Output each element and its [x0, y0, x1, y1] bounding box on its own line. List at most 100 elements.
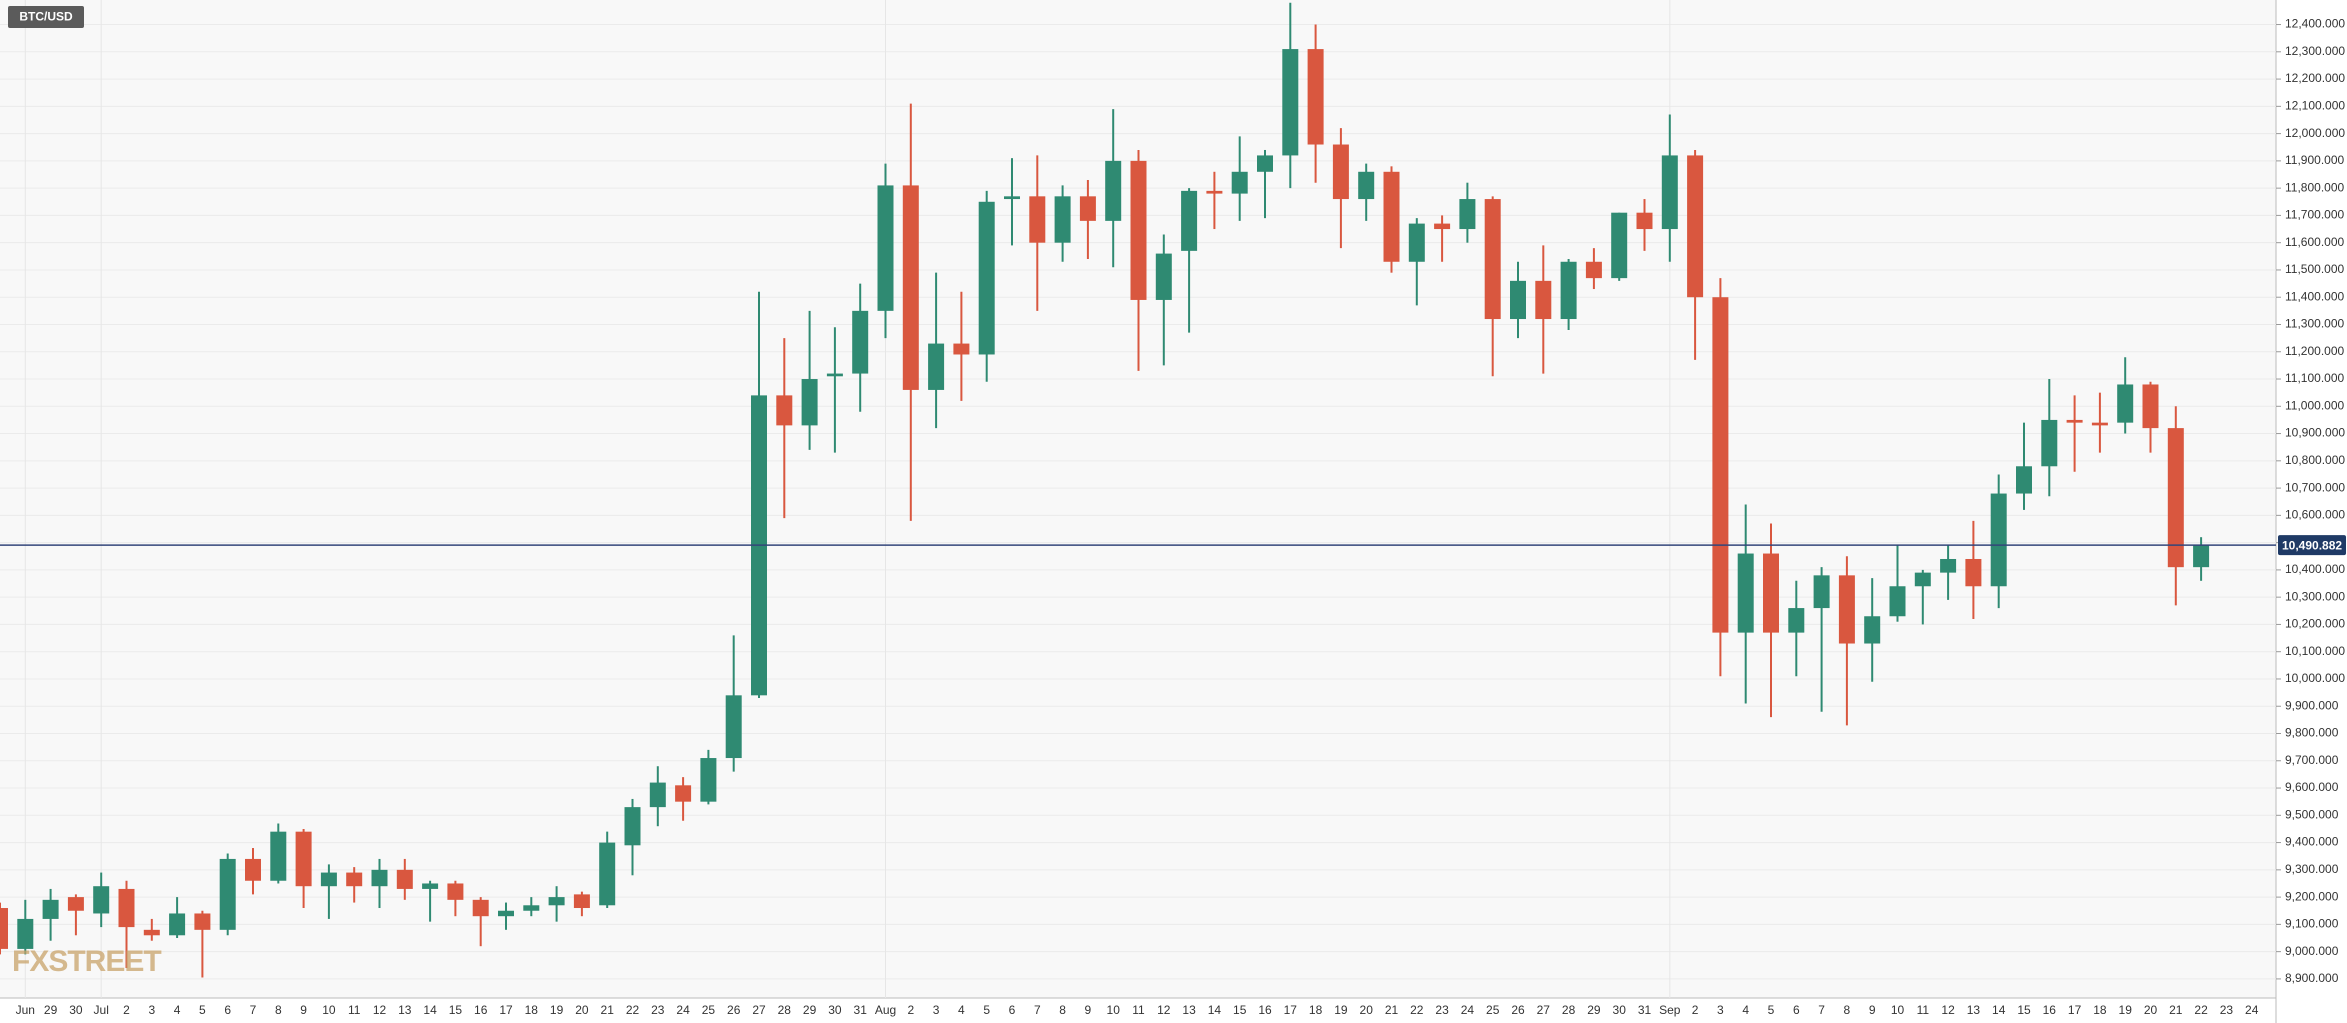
x-tick-label: 13 [1967, 1003, 1981, 1017]
candle-body [649, 782, 666, 808]
candle-body [1332, 144, 1349, 200]
candle-body [776, 395, 793, 426]
candle-body [1130, 160, 1147, 300]
candle-body [700, 758, 717, 802]
y-tick-label: 11,700.000 [2285, 208, 2344, 222]
candle-body [371, 869, 388, 887]
candle-body [1712, 297, 1729, 633]
candle-body [447, 883, 464, 900]
candle-body [1661, 155, 1678, 230]
y-tick-label: 10,100.000 [2285, 644, 2345, 658]
candle-body [17, 918, 34, 949]
candle-body [1257, 155, 1273, 172]
x-tick-label: 6 [224, 1003, 231, 1017]
candle-body [42, 899, 59, 919]
candle-body [1383, 171, 1400, 262]
x-tick-label: 27 [1537, 1003, 1551, 1017]
candle-body [2041, 419, 2058, 467]
x-tick-label: 24 [1461, 1003, 1475, 1017]
candle-body [573, 894, 590, 909]
candle-body [523, 905, 540, 911]
x-tick-label: 10 [322, 1003, 336, 1017]
y-tick-label: 9,600.000 [2285, 780, 2339, 794]
y-tick-label: 10,800.000 [2285, 453, 2345, 467]
x-tick-label: 16 [1258, 1003, 1272, 1017]
x-tick-label: 26 [727, 1003, 741, 1017]
x-tick-label: 14 [423, 1003, 437, 1017]
x-tick-label: 28 [778, 1003, 792, 1017]
x-tick-label: 2 [907, 1003, 914, 1017]
y-tick-label: 11,600.000 [2285, 235, 2344, 249]
y-tick-label: 11,900.000 [2285, 153, 2344, 167]
candle-body [1611, 212, 1628, 279]
candle-body [953, 343, 970, 355]
y-tick-label: 10,900.000 [2285, 426, 2345, 440]
x-tick-label: 10 [1891, 1003, 1905, 1017]
candle-body [169, 913, 186, 936]
x-tick-label: 9 [1869, 1003, 1876, 1017]
y-tick-label: 12,300.000 [2285, 44, 2345, 58]
candle-body [1990, 493, 2007, 587]
candle-body [1560, 261, 1577, 320]
x-tick-label: 22 [1410, 1003, 1424, 1017]
candle-body [877, 185, 894, 311]
x-tick-label: 7 [1818, 1003, 1825, 1017]
candle-body [548, 897, 565, 906]
y-tick-label: 10,200.000 [2285, 617, 2345, 631]
x-tick-label: 21 [2169, 1003, 2183, 1017]
current-price-label: 10,490.882 [2282, 538, 2342, 552]
x-tick-label: 2 [123, 1003, 130, 1017]
x-tick-label: 31 [1638, 1003, 1652, 1017]
x-tick-label: 11 [348, 1003, 361, 1017]
symbol: BTC/USD [19, 10, 73, 24]
y-tick-label: 9,200.000 [2285, 889, 2339, 903]
candle-body [725, 695, 742, 759]
x-tick-label: 26 [1511, 1003, 1525, 1017]
candle-body [675, 785, 692, 802]
labels: 8,900.000 9,000.000 9,100.000 9,200.000 9,30… [16, 17, 2346, 1017]
x-tick-label: 23 [1435, 1003, 1449, 1017]
x-tick-label: 10 [1107, 1003, 1121, 1017]
candle-body [2142, 384, 2159, 429]
x-tick-label: 3 [1717, 1003, 1724, 1017]
x-tick-label: 22 [626, 1003, 640, 1017]
x-tick-label: 18 [2093, 1003, 2107, 1017]
x-tick-label: 21 [601, 1003, 615, 1017]
y-tick-label: 10,400.000 [2285, 562, 2345, 576]
x-tick-label: 18 [525, 1003, 539, 1017]
candle-body [295, 831, 312, 887]
x-tick-label: 27 [752, 1003, 766, 1017]
y-tick-label: 9,500.000 [2285, 807, 2339, 821]
y-tick-label: 12,200.000 [2285, 71, 2345, 85]
candle-body [1079, 196, 1096, 221]
x-tick-label: Aug [875, 1003, 896, 1017]
candle-body [1484, 199, 1501, 320]
x-tick-label: 31 [854, 1003, 868, 1017]
y-tick-label: 11,400.000 [2285, 289, 2344, 303]
x-tick-label: 11 [1132, 1003, 1145, 1017]
x-tick-label: 19 [550, 1003, 564, 1017]
candle-body [219, 858, 236, 930]
candle-body [0, 908, 8, 949]
x-tick-label: 20 [575, 1003, 589, 1017]
x-tick-label: 9 [1085, 1003, 1092, 1017]
candle-body [1408, 223, 1425, 262]
y-tick-label: 9,700.000 [2285, 753, 2339, 767]
y-tick-label: 12,000.000 [2285, 126, 2345, 140]
candle-body [1813, 575, 1830, 609]
x-tick-label: 18 [1309, 1003, 1323, 1017]
candle-body [1889, 586, 1906, 617]
y-tick-label: 10,300.000 [2285, 589, 2345, 603]
x-tick-label: 25 [1486, 1003, 1500, 1017]
candle-body [1434, 223, 1451, 230]
y-tick-label: 12,400.000 [2285, 17, 2345, 31]
symbol-badge [8, 6, 84, 28]
x-tick-label: Jul [94, 1003, 109, 1017]
candle-body [599, 842, 616, 906]
candle-body [1965, 558, 1982, 587]
x-tick-label: 23 [651, 1003, 665, 1017]
x-tick-label: 7 [250, 1003, 257, 1017]
candle-body [826, 373, 843, 377]
x-tick-label: 12 [1157, 1003, 1171, 1017]
